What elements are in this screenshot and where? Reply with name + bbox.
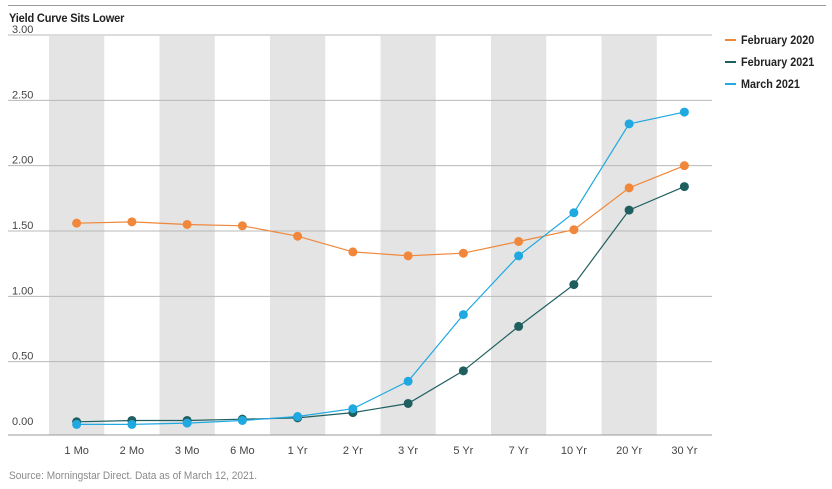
- point-march-2021-5-yr: [458, 310, 468, 320]
- legend-swatch-march-2021: [725, 83, 736, 85]
- point-february-2021-10-yr: [569, 280, 579, 290]
- point-march-2021-2-yr: [348, 404, 358, 414]
- y-tick-3-00: 3.00: [12, 24, 33, 36]
- legend-label-february-2021: February 2021: [741, 55, 815, 69]
- gridlines: [8, 34, 712, 436]
- y-tick-0-50: 0.50: [12, 351, 33, 363]
- x-tick-7-yr: 7 Yr: [509, 445, 529, 457]
- x-tick-30-yr: 30 Yr: [671, 445, 697, 457]
- point-march-2021-3-mo: [182, 418, 192, 428]
- point-february-2021-30-yr: [679, 182, 689, 192]
- point-february-2021-3-yr: [403, 398, 413, 408]
- top-rule: [8, 5, 826, 6]
- series-group: [72, 107, 689, 429]
- y-axis-ticks: 0.00 0.50 1.00 1.50 2.00 2.50 3.00: [12, 24, 33, 428]
- point-february-2020-7-yr: [514, 236, 524, 246]
- point-february-2020-30-yr: [679, 161, 689, 171]
- point-march-2021-3-yr: [403, 376, 413, 386]
- point-march-2021-30-yr: [679, 107, 689, 117]
- point-february-2020-6-mo: [237, 221, 247, 231]
- series-february-2020: [72, 161, 689, 261]
- line-march-2021: [76, 111, 685, 425]
- point-february-2020-10-yr: [569, 225, 579, 235]
- series-march-2021: [72, 107, 689, 429]
- x-tick-1-yr: 1 Yr: [288, 445, 308, 457]
- x-tick-6-mo: 6 Mo: [230, 445, 254, 457]
- source-note: Source: Morningstar Direct. Data as of M…: [9, 470, 258, 482]
- legend-swatch-february-2021: [725, 61, 736, 63]
- x-axis-ticks: 1 Mo 2 Mo 3 Mo 6 Mo 1 Yr 2 Yr 3 Yr 5 Yr 7 Yr 10 Y…: [64, 445, 697, 457]
- x-tick-2-yr: 2 Yr: [343, 445, 363, 457]
- x-tick-1-mo: 1 Mo: [64, 445, 88, 457]
- point-february-2021-5-yr: [458, 366, 468, 376]
- x-tick-20-yr: 20 Yr: [616, 445, 642, 457]
- point-february-2020-5-yr: [458, 248, 468, 258]
- y-tick-0-00: 0.00: [12, 416, 33, 428]
- y-tick-2-50: 2.50: [12, 89, 33, 101]
- point-march-2021-2-mo: [127, 419, 137, 429]
- x-tick-2-mo: 2 Mo: [120, 445, 144, 457]
- legend-label-march-2021: March 2021: [741, 77, 800, 91]
- legend-swatch-february-2020: [725, 39, 736, 41]
- x-tick-3-yr: 3 Yr: [398, 445, 418, 457]
- point-march-2021-10-yr: [569, 208, 579, 218]
- band-3-mo: [159, 36, 215, 435]
- point-february-2020-1-mo: [72, 218, 82, 228]
- point-february-2020-2-mo: [127, 217, 137, 227]
- band-3-yr: [380, 36, 436, 435]
- point-march-2021-1-mo: [72, 419, 82, 429]
- legend-label-february-2020: February 2020: [741, 33, 815, 47]
- category-bands: [49, 36, 657, 435]
- point-march-2021-1-yr: [293, 412, 303, 422]
- point-february-2020-2-yr: [348, 247, 358, 257]
- band-1-mo: [49, 36, 105, 435]
- point-february-2020-3-mo: [182, 219, 192, 229]
- y-tick-1-50: 1.50: [12, 220, 33, 232]
- line-february-2021: [76, 186, 685, 423]
- point-march-2021-7-yr: [514, 251, 524, 261]
- point-february-2021-7-yr: [514, 321, 524, 331]
- point-march-2021-6-mo: [237, 415, 247, 425]
- line-february-2020: [76, 165, 685, 257]
- band-7-yr: [491, 36, 547, 435]
- x-tick-3-mo: 3 Mo: [175, 445, 199, 457]
- x-tick-10-yr: 10 Yr: [561, 445, 587, 457]
- y-tick-2-00: 2.00: [12, 155, 33, 167]
- point-february-2021-20-yr: [624, 205, 634, 215]
- point-february-2020-1-yr: [293, 231, 303, 241]
- point-march-2021-20-yr: [624, 119, 634, 129]
- point-february-2020-3-yr: [403, 251, 413, 261]
- y-tick-1-00: 1.00: [12, 285, 33, 297]
- chart-title: Yield Curve Sits Lower: [9, 11, 125, 25]
- x-tick-5-yr: 5 Yr: [453, 445, 473, 457]
- point-february-2020-20-yr: [624, 183, 634, 193]
